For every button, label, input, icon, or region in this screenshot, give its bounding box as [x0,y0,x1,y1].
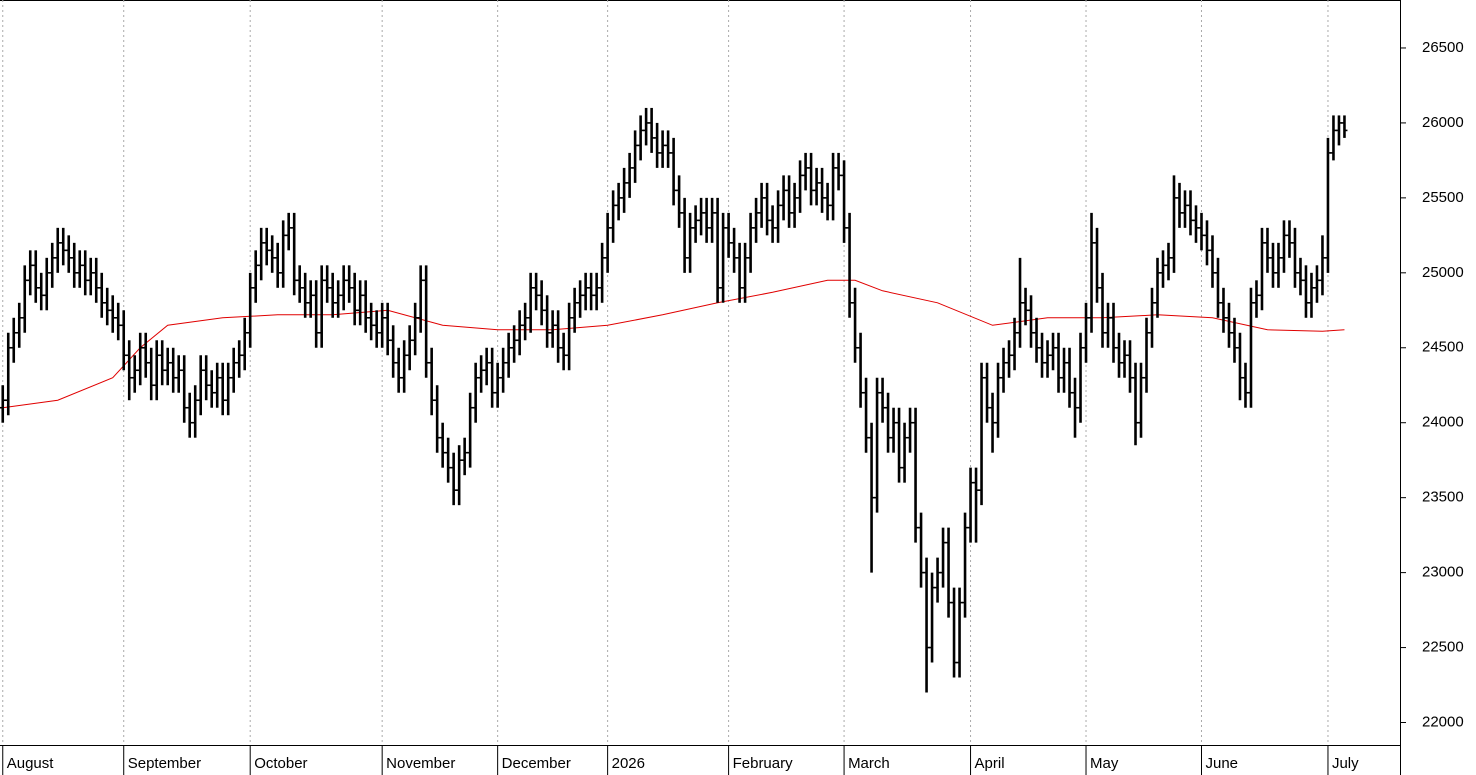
y-tick-label: 24500 [1422,339,1464,356]
x-tick-label: September [128,755,201,772]
moving-average [2,279,1345,409]
y-tick-label: 22500 [1422,639,1464,656]
x-tick-label: November [386,755,455,772]
y-tick-label: 24000 [1422,414,1464,431]
y-tick-label: 25500 [1422,189,1464,206]
y-tick-label: 26500 [1422,39,1464,56]
x-tick-label: April [975,755,1005,772]
x-tick-label: July [1332,755,1359,772]
x-tick-label: December [502,755,571,772]
x-tick-label: May [1090,755,1119,772]
x-tick-label: February [733,755,794,772]
y-tick-label: 25000 [1422,264,1464,281]
y-tick-label: 26000 [1422,114,1464,131]
x-tick-label: June [1205,755,1238,772]
x-tick-label: 2026 [612,755,645,772]
y-tick-label: 22000 [1422,713,1464,730]
x-tick-label: October [254,755,307,772]
y-tick-label: 23000 [1422,564,1464,581]
x-tick-label: March [848,755,890,772]
x-tick-label: August [7,755,55,772]
y-tick-label: 23500 [1422,489,1464,506]
